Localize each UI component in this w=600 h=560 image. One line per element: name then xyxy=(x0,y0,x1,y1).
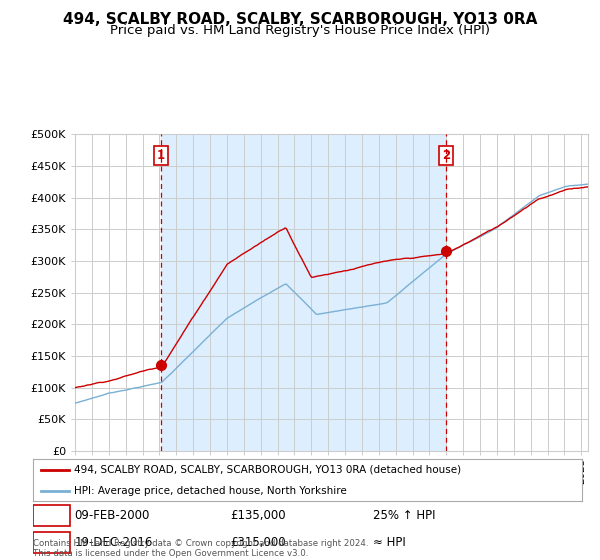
Text: Price paid vs. HM Land Registry's House Price Index (HPI): Price paid vs. HM Land Registry's House … xyxy=(110,24,490,36)
FancyBboxPatch shape xyxy=(33,531,70,553)
Text: £135,000: £135,000 xyxy=(230,509,286,522)
Text: 2: 2 xyxy=(442,148,450,162)
Text: £315,000: £315,000 xyxy=(230,536,286,549)
Text: Contains HM Land Registry data © Crown copyright and database right 2024.
This d: Contains HM Land Registry data © Crown c… xyxy=(33,539,368,558)
Text: HPI: Average price, detached house, North Yorkshire: HPI: Average price, detached house, Nort… xyxy=(74,486,347,496)
Text: 494, SCALBY ROAD, SCALBY, SCARBOROUGH, YO13 0RA: 494, SCALBY ROAD, SCALBY, SCARBOROUGH, Y… xyxy=(63,12,537,27)
Text: ≈ HPI: ≈ HPI xyxy=(373,536,406,549)
FancyBboxPatch shape xyxy=(33,505,70,526)
Text: 09-FEB-2000: 09-FEB-2000 xyxy=(74,509,149,522)
Text: 2: 2 xyxy=(47,536,56,549)
Text: 25% ↑ HPI: 25% ↑ HPI xyxy=(373,509,436,522)
Text: 1: 1 xyxy=(157,148,165,162)
Text: 494, SCALBY ROAD, SCALBY, SCARBOROUGH, YO13 0RA (detached house): 494, SCALBY ROAD, SCALBY, SCARBOROUGH, Y… xyxy=(74,465,461,475)
Bar xyxy=(161,134,446,451)
Text: 19-DEC-2016: 19-DEC-2016 xyxy=(74,536,152,549)
Text: 1: 1 xyxy=(47,509,56,522)
